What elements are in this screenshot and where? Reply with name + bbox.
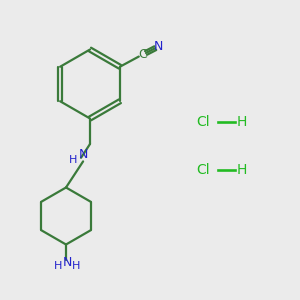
Text: H: H bbox=[69, 155, 78, 165]
Text: N: N bbox=[78, 148, 88, 161]
Text: H: H bbox=[237, 163, 247, 176]
Text: H: H bbox=[72, 261, 81, 272]
Text: H: H bbox=[237, 115, 247, 128]
Text: N: N bbox=[154, 40, 164, 53]
Text: H: H bbox=[53, 261, 62, 272]
Text: C: C bbox=[138, 48, 147, 61]
Text: Cl: Cl bbox=[196, 163, 210, 176]
Text: N: N bbox=[63, 256, 72, 269]
Text: Cl: Cl bbox=[196, 115, 210, 128]
